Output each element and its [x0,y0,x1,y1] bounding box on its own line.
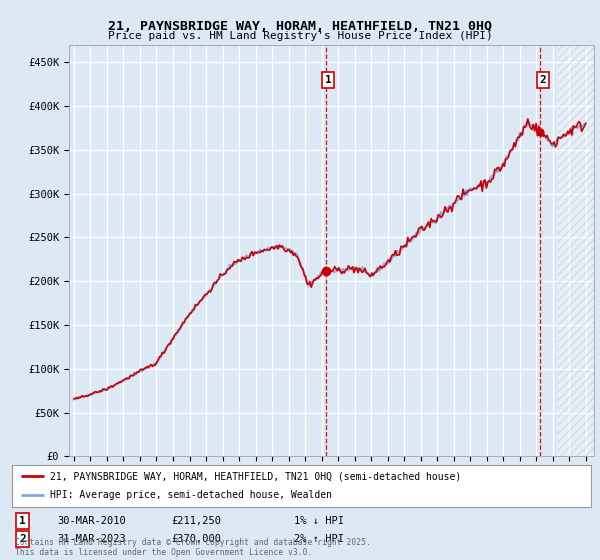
Text: Price paid vs. HM Land Registry's House Price Index (HPI): Price paid vs. HM Land Registry's House … [107,31,493,41]
Text: Contains HM Land Registry data © Crown copyright and database right 2025.
This d: Contains HM Land Registry data © Crown c… [15,538,371,557]
Text: HPI: Average price, semi-detached house, Wealden: HPI: Average price, semi-detached house,… [50,491,332,501]
Text: 1: 1 [19,516,26,526]
Text: 2% ↑ HPI: 2% ↑ HPI [294,534,344,544]
Text: £370,000: £370,000 [171,534,221,544]
Text: 1% ↓ HPI: 1% ↓ HPI [294,516,344,526]
Text: 31-MAR-2023: 31-MAR-2023 [57,534,126,544]
Text: £211,250: £211,250 [171,516,221,526]
Text: 1: 1 [325,75,332,85]
Text: 21, PAYNSBRIDGE WAY, HORAM, HEATHFIELD, TN21 0HQ: 21, PAYNSBRIDGE WAY, HORAM, HEATHFIELD, … [108,20,492,32]
Text: 2: 2 [19,534,26,544]
Text: 21, PAYNSBRIDGE WAY, HORAM, HEATHFIELD, TN21 0HQ (semi-detached house): 21, PAYNSBRIDGE WAY, HORAM, HEATHFIELD, … [50,471,461,481]
Text: 2: 2 [539,75,546,85]
Text: 30-MAR-2010: 30-MAR-2010 [57,516,126,526]
